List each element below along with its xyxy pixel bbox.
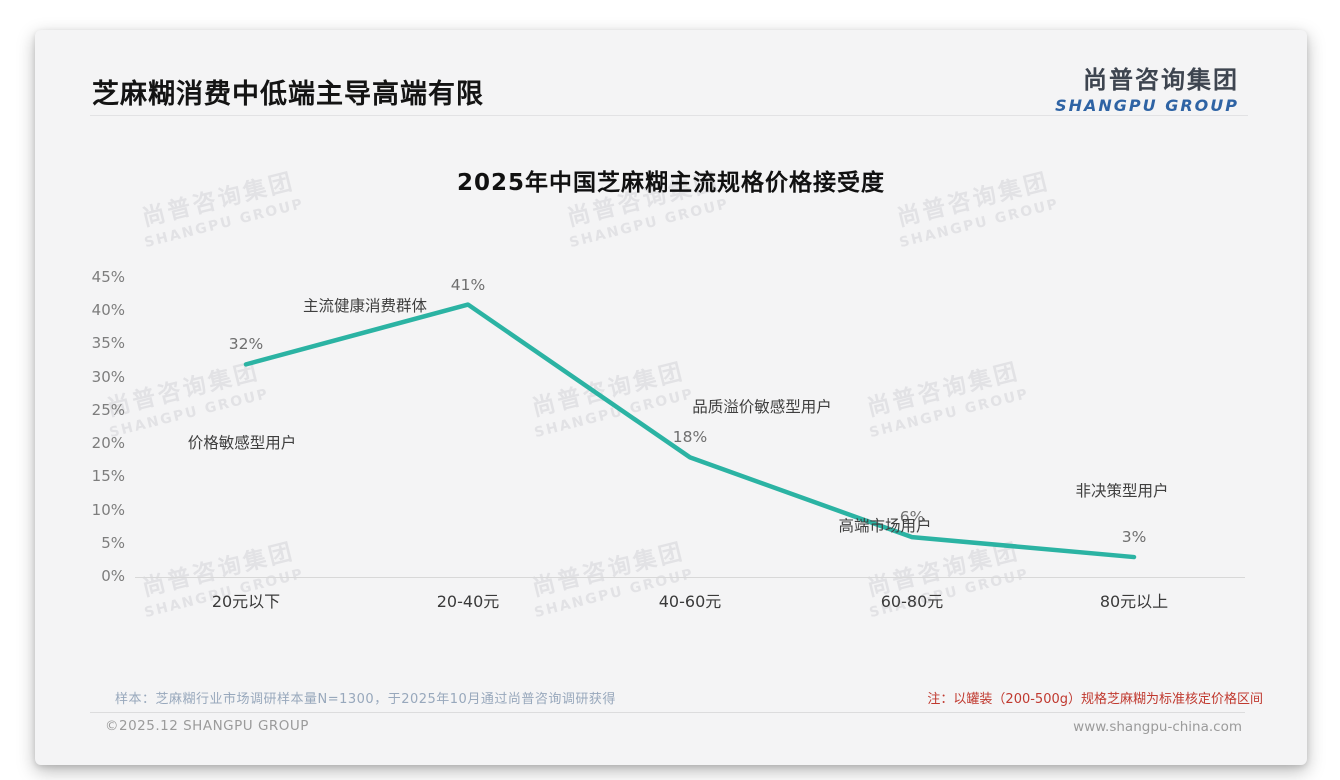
x-category-label: 40-60元 — [658, 592, 722, 611]
report-card: 芝麻糊消费中低端主导高端有限 尚普咨询集团 SHANGPU GROUP 尚普咨询… — [35, 30, 1307, 765]
x-category-label: 80元以上 — [1099, 592, 1169, 611]
chart-title: 2025年中国芝麻糊主流规格价格接受度 — [456, 170, 885, 196]
header-divider — [90, 115, 1248, 116]
logo-english-name: SHANGPU GROUP — [1055, 96, 1239, 115]
chart-annotation: 主流健康消费群体 — [302, 296, 428, 315]
y-axis-tick-label: 15% — [91, 467, 125, 486]
y-axis-tick-label: 10% — [91, 500, 125, 519]
watermark-en-text: SHANGPU GROUP — [142, 195, 306, 252]
data-point-label: 6% — [899, 508, 925, 527]
watermark: 尚普咨询集团 SHANGPU GROUP — [847, 348, 1044, 444]
x-axis-line — [135, 577, 1245, 578]
copyright-text: ©2025.12 SHANGPU GROUP — [105, 718, 309, 734]
data-point-label: 18% — [672, 428, 708, 447]
logo-chinese-name: 尚普咨询集团 — [1083, 66, 1239, 94]
y-axis-tick-label: 0% — [101, 567, 125, 585]
chart-annotation: 非决策型用户 — [1075, 482, 1169, 501]
y-axis-tick-label: 30% — [91, 367, 125, 386]
y-axis-tick-label: 5% — [101, 533, 125, 552]
y-axis-tick-label: 20% — [91, 434, 125, 453]
trend-line-chart — [243, 302, 1137, 560]
chart-annotation: 价格敏感型用户 — [187, 434, 297, 453]
watermark-en-text: SHANGPU GROUP — [897, 195, 1061, 252]
y-axis-tick-label: 25% — [91, 400, 125, 419]
company-logo: 尚普咨询集团 SHANGPU GROUP — [1055, 60, 1239, 115]
data-point-label: 3% — [1121, 528, 1147, 547]
y-axis-tick-label: 40% — [91, 301, 125, 320]
price-basis-note: 注：以罐装（200-500g）规格芝麻糊为标准核定价格区间 — [927, 692, 1263, 707]
x-category-label: 60-80元 — [880, 592, 944, 611]
watermark-cn-text: 尚普咨询集团 — [529, 358, 688, 422]
data-point-label: 32% — [228, 335, 264, 354]
watermark: 尚普咨询集团 SHANGPU GROUP — [847, 528, 1044, 624]
y-axis-tick-label: 45% — [91, 268, 125, 286]
watermark-cn-text: 尚普咨询集团 — [864, 358, 1023, 422]
x-category-label: 20元以下 — [211, 592, 281, 611]
watermark: 尚普咨询集团 SHANGPU GROUP — [87, 348, 284, 444]
x-category-label: 20-40元 — [436, 592, 500, 611]
sample-note: 样本：芝麻糊行业市场调研样本量N=1300，于2025年10月通过尚普咨询调研获… — [115, 692, 616, 707]
watermark-en-text: SHANGPU GROUP — [567, 195, 731, 252]
website-link[interactable]: www.shangpu-china.com — [1073, 719, 1242, 735]
page-title: 芝麻糊消费中低端主导高端有限 — [92, 79, 484, 110]
watermark-en-text: SHANGPU GROUP — [867, 385, 1031, 442]
chart-annotation: 品质溢价敏感型用户 — [692, 398, 832, 417]
y-axis-tick-label: 35% — [91, 334, 125, 353]
data-point-label: 41% — [450, 275, 486, 294]
chart-annotation: 高端市场用户 — [838, 517, 932, 536]
footer-divider — [90, 712, 1245, 713]
